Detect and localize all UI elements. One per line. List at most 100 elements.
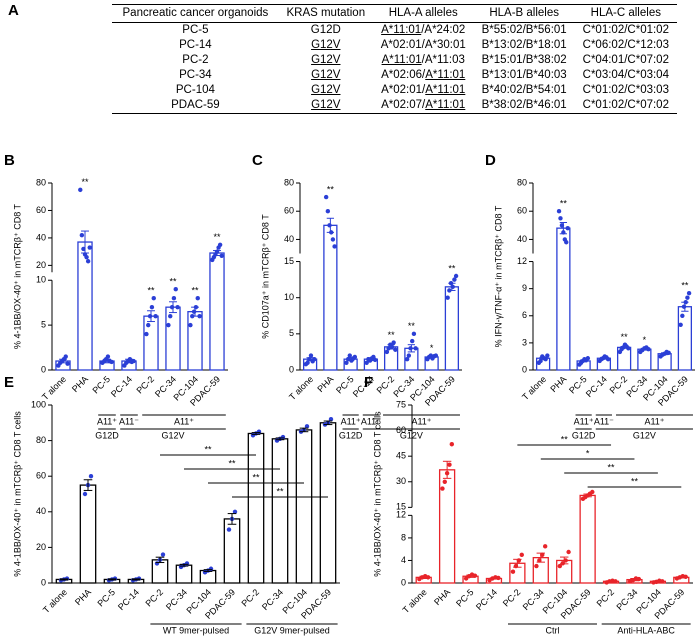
group-label: Ctrl xyxy=(546,625,560,635)
y-tick-label: 3 xyxy=(522,337,527,347)
table-row: PC-5 G12D A*11:01/A*24:02 B*55:02/B*56:01 C*… xyxy=(112,23,677,39)
data-point xyxy=(450,284,455,290)
data-point xyxy=(147,313,153,319)
data-point xyxy=(226,527,232,532)
y-tick-label: 40 xyxy=(36,232,46,242)
panel-letter: A xyxy=(8,2,19,19)
data-point xyxy=(636,576,642,582)
table-cell: A*02:06/A*11:01 xyxy=(373,68,474,83)
x-tick-label: T alone xyxy=(287,374,315,402)
data-point xyxy=(84,254,89,260)
y-tick-label: 45 xyxy=(396,451,406,461)
bracket-label: ** xyxy=(608,462,616,472)
cell-text: C*03:04/C*03:04 xyxy=(582,69,669,81)
y-tick-label: 5 xyxy=(289,328,294,338)
data-point xyxy=(406,353,412,358)
significance: ** xyxy=(213,232,221,242)
data-point xyxy=(144,331,149,337)
header-cell: HLA-B alleles xyxy=(473,4,575,23)
table-cell: C*03:04/C*03:04 xyxy=(575,68,677,83)
table-row: PC-104 G12V A*02:01/A*11:01 B*40:02/B*54:01… xyxy=(112,83,677,98)
bracket-label: ** xyxy=(204,444,212,454)
data-point xyxy=(389,344,395,350)
data-point xyxy=(557,563,563,569)
header-cell: KRAS mutation xyxy=(278,4,373,23)
table-cell: G12V xyxy=(279,53,373,68)
data-point xyxy=(308,353,314,358)
data-point xyxy=(166,322,171,328)
table-cell: C*04:01/C*07:02 xyxy=(575,53,677,68)
data-point xyxy=(153,313,158,319)
x-tick-label: PC-14 xyxy=(584,374,609,399)
y-tick-label: 0 xyxy=(41,364,46,374)
x-tick-label: PC-2 xyxy=(595,587,617,609)
data-point xyxy=(330,237,336,242)
y-tick-label: 80 xyxy=(36,177,46,187)
x-tick-label: T alone xyxy=(40,374,68,402)
cell-text: A*11:01 xyxy=(425,99,466,111)
cell-text: B*13:01/B*40:03 xyxy=(481,69,567,81)
bracket-label: ** xyxy=(631,476,639,486)
table-cell: PC-5 xyxy=(112,23,279,39)
x-tick-label: T alone xyxy=(41,587,69,615)
data-point xyxy=(666,350,671,356)
group-label: A11⁺ xyxy=(644,416,664,426)
significance: * xyxy=(643,335,647,345)
bar xyxy=(271,438,289,584)
data-point xyxy=(449,442,455,447)
table-cell: B*55:02/B*56:01 xyxy=(474,23,575,39)
data-point xyxy=(534,563,539,569)
data-point xyxy=(404,356,410,362)
y-tick-label: 8 xyxy=(401,532,406,542)
data-point xyxy=(347,353,352,358)
table-cell: A*02:01/A*11:01 xyxy=(373,83,474,98)
cell-text: G12V xyxy=(311,69,341,81)
axis-break xyxy=(409,509,415,514)
data-point xyxy=(660,579,665,584)
table-cell: G12V xyxy=(279,38,373,53)
data-point xyxy=(685,295,690,300)
y-tick-label: 0 xyxy=(289,364,294,374)
x-tick-label: PC-14 xyxy=(109,374,134,399)
table-cell: PC-104 xyxy=(112,83,279,98)
bar xyxy=(165,306,181,371)
table-row: PC-2 G12V A*11:01/A*11:03 B*15:01/B*38:02 C*… xyxy=(112,53,677,68)
charts: B% 4-1BB/OX-40⁺ in mTCRβ⁺ CD8 T051020406… xyxy=(4,152,695,635)
data-point xyxy=(168,313,173,319)
table-cell: B*13:02/B*18:01 xyxy=(474,38,575,53)
data-point xyxy=(160,552,166,557)
data-point xyxy=(391,340,396,345)
data-point xyxy=(565,225,570,231)
data-point xyxy=(519,552,524,558)
bar xyxy=(209,252,225,371)
y-tick-label: 15 xyxy=(284,256,294,266)
y-tick-label: 6 xyxy=(522,310,527,320)
x-tick-label: PHA xyxy=(432,587,452,607)
group-label: A11⁻ xyxy=(361,416,381,426)
cell-text: A*11:01 xyxy=(381,54,422,66)
data-point xyxy=(79,232,85,238)
y-axis-label: % IFN-γ/TNF-α⁺ in mTCRβ⁺ CD8 T xyxy=(493,205,503,347)
significance: ** xyxy=(169,277,177,287)
significance: ** xyxy=(681,281,689,291)
table-cell: C*01:02/C*03:03 xyxy=(575,83,677,98)
x-tick-label: PC-5 xyxy=(96,587,118,609)
data-point xyxy=(590,489,595,495)
data-point xyxy=(352,354,358,360)
y-tick-label: 40 xyxy=(517,234,527,244)
group-label: A11⁺ xyxy=(97,416,117,426)
data-point xyxy=(323,194,329,200)
data-point xyxy=(217,242,223,247)
cell-text: B*13:02/B*18:01 xyxy=(481,39,567,51)
table-row: PC-14 G12V A*02:01/A*30:01 B*13:02/B*18:01 C… xyxy=(112,38,677,53)
y-tick-label: 0 xyxy=(41,577,46,587)
significance: ** xyxy=(388,330,396,340)
data-point xyxy=(680,313,685,318)
group-label: G12D xyxy=(572,430,596,440)
data-point xyxy=(184,561,190,566)
cell-text: PC-2 xyxy=(182,54,209,66)
bar xyxy=(151,559,169,584)
panel-letter: F xyxy=(364,374,373,391)
data-point xyxy=(87,245,92,250)
data-point xyxy=(564,240,569,245)
